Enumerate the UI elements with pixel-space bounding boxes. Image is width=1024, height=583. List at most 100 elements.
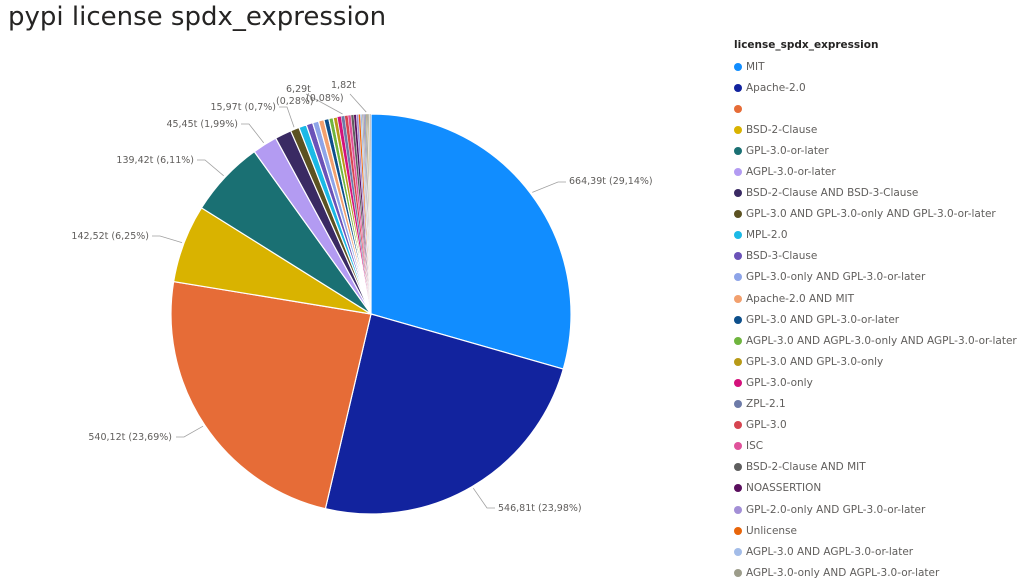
- legend-label: MPL-2.0: [746, 229, 788, 242]
- legend-item[interactable]: AGPL-3.0 AND AGPL-3.0-or-later: [734, 541, 1019, 562]
- legend-label: GPL-3.0-only AND GPL-3.0-or-later: [746, 271, 926, 284]
- leader-line: [152, 235, 183, 243]
- legend-item[interactable]: BSD-2-Clause: [734, 119, 1019, 140]
- legend-label: AGPL-3.0 AND AGPL-3.0-only AND AGPL-3.0-…: [746, 334, 1017, 347]
- data-label: 540,12t (23,69%): [88, 432, 172, 443]
- data-label: 139,42t (6,11%): [116, 155, 194, 166]
- legend-item[interactable]: Apache-2.0 AND MIT: [734, 288, 1019, 309]
- legend-item[interactable]: GPL-3.0 AND GPL-3.0-only AND GPL-3.0-or-…: [734, 204, 1019, 225]
- leader-line: [305, 93, 343, 115]
- legend-label: MIT: [746, 60, 765, 73]
- data-label: 6,29t: [286, 84, 311, 95]
- legend-item[interactable]: BSD-2-Clause AND MIT: [734, 457, 1019, 478]
- legend-dot-icon: [734, 125, 742, 134]
- legend-label: NOASSERTION: [746, 482, 822, 495]
- legend-item[interactable]: [734, 98, 1019, 119]
- legend-item[interactable]: GPL-3.0-only AND GPL-3.0-or-later: [734, 267, 1019, 288]
- data-label: 1,82t: [331, 80, 356, 91]
- pie-chart: 664,39t (29,14%) 546,81t (23,98%) 540,12t …: [71, 80, 653, 515]
- legend-item[interactable]: Unlicense: [734, 520, 1019, 541]
- leader-line: [197, 159, 224, 177]
- legend-dot-icon: [734, 484, 742, 493]
- legend-label: GPL-3.0-only: [746, 376, 813, 389]
- pie-slice-blank-2[interactable]: [170, 280, 372, 510]
- legend-label: BSD-2-Clause: [746, 123, 818, 136]
- legend-item[interactable]: NOASSERTION: [734, 478, 1019, 499]
- data-label: (0,08%): [306, 93, 344, 104]
- data-label: 15,97t (0,7%): [211, 102, 277, 113]
- legend-dot-icon: [734, 273, 742, 282]
- legend-label: BSD-2-Clause AND MIT: [746, 461, 866, 474]
- legend-item[interactable]: ISC: [734, 436, 1019, 457]
- legend-items: MIT Apache-2.0 BSD-2-Clause GPL-3.0-or-late…: [734, 56, 1019, 583]
- legend-label: BSD-2-Clause AND BSD-3-Clause: [746, 187, 919, 200]
- legend-item[interactable]: MPL-2.0: [734, 225, 1019, 246]
- legend-dot-icon: [734, 526, 742, 535]
- legend-label: ZPL-2.1: [746, 398, 786, 411]
- legend-dot-icon: [734, 463, 742, 472]
- legend-dot-icon: [734, 294, 742, 303]
- legend-dot-icon: [734, 83, 742, 92]
- legend-label: GPL-3.0 AND GPL-3.0-or-later: [746, 313, 900, 326]
- leader-line: [472, 487, 495, 509]
- legend-item[interactable]: GPL-2.0-only AND GPL-3.0-or-later: [734, 499, 1019, 520]
- legend-title: license_spdx_expression: [734, 39, 879, 51]
- legend-dot-icon: [734, 336, 742, 345]
- legend-label: GPL-3.0: [746, 419, 787, 432]
- legend-dot-icon: [734, 252, 742, 261]
- leader-line: [241, 123, 265, 144]
- pie-slice-blank-33[interactable]: [370, 113, 372, 315]
- legend-item[interactable]: AGPL-3.0 AND AGPL-3.0-only AND AGPL-3.0-…: [734, 330, 1019, 351]
- legend-dot-icon: [734, 505, 742, 514]
- legend-dot-icon: [734, 421, 742, 430]
- data-label: (0,28%): [276, 96, 314, 107]
- data-label: 546,81t (23,98%): [498, 503, 582, 514]
- legend-label: BSD-3-Clause: [746, 250, 818, 263]
- legend-dot-icon: [734, 547, 742, 556]
- legend-label: GPL-2.0-only AND GPL-3.0-or-later: [746, 503, 926, 516]
- legend-label: Apache-2.0 AND MIT: [746, 292, 855, 305]
- pie-slice-apache-2-0[interactable]: [324, 313, 565, 515]
- legend-dot-icon: [734, 231, 742, 240]
- legend-item[interactable]: AGPL-3.0-only AND AGPL-3.0-or-later: [734, 562, 1019, 583]
- legend-item[interactable]: GPL-3.0 AND GPL-3.0-or-later: [734, 309, 1019, 330]
- legend-item[interactable]: GPL-3.0: [734, 415, 1019, 436]
- legend-item[interactable]: Apache-2.0: [734, 77, 1019, 98]
- legend: license_spdx_expression MIT Apache-2.0 BSD…: [734, 38, 1019, 583]
- legend-label: Apache-2.0: [746, 81, 806, 94]
- legend-dot-icon: [734, 357, 742, 366]
- legend-dot-icon: [734, 210, 742, 219]
- legend-item[interactable]: MIT: [734, 56, 1019, 77]
- leader-line: [349, 93, 367, 113]
- data-label: 45,45t (1,99%): [166, 119, 238, 130]
- legend-label: GPL-3.0 AND GPL-3.0-only: [746, 355, 884, 368]
- legend-dot-icon: [734, 315, 742, 324]
- legend-dot-icon: [734, 62, 742, 71]
- legend-label: GPL-3.0 AND GPL-3.0-only AND GPL-3.0-or-…: [746, 208, 996, 221]
- legend-dot-icon: [734, 104, 742, 113]
- leader-line: [279, 106, 295, 128]
- legend-item[interactable]: BSD-3-Clause: [734, 246, 1019, 267]
- pie-slice-mit[interactable]: [370, 113, 572, 370]
- legend-dot-icon: [734, 378, 742, 387]
- legend-dot-icon: [734, 568, 742, 577]
- legend-item[interactable]: GPL-3.0 AND GPL-3.0-only: [734, 351, 1019, 372]
- legend-item[interactable]: GPL-3.0-or-later: [734, 140, 1019, 161]
- legend-label: AGPL-3.0 AND AGPL-3.0-or-later: [746, 545, 914, 558]
- legend-dot-icon: [734, 146, 742, 155]
- legend-item[interactable]: AGPL-3.0-or-later: [734, 161, 1019, 182]
- legend-label: ISC: [746, 440, 764, 453]
- data-label: 142,52t (6,25%): [71, 231, 149, 242]
- legend-label: AGPL-3.0-or-later: [746, 166, 836, 179]
- legend-item[interactable]: ZPL-2.1: [734, 394, 1019, 415]
- leader-line: [176, 425, 204, 438]
- legend-item[interactable]: GPL-3.0-only: [734, 372, 1019, 393]
- chart-title: pypi license spdx_expression: [8, 2, 387, 32]
- legend-item[interactable]: BSD-2-Clause AND BSD-3-Clause: [734, 183, 1019, 204]
- legend-dot-icon: [734, 189, 742, 198]
- legend-dot-icon: [734, 400, 742, 409]
- legend-dot-icon: [734, 442, 742, 451]
- legend-label: Unlicense: [746, 524, 797, 537]
- data-label: 664,39t (29,14%): [569, 176, 653, 187]
- legend-label: GPL-3.0-or-later: [746, 144, 829, 157]
